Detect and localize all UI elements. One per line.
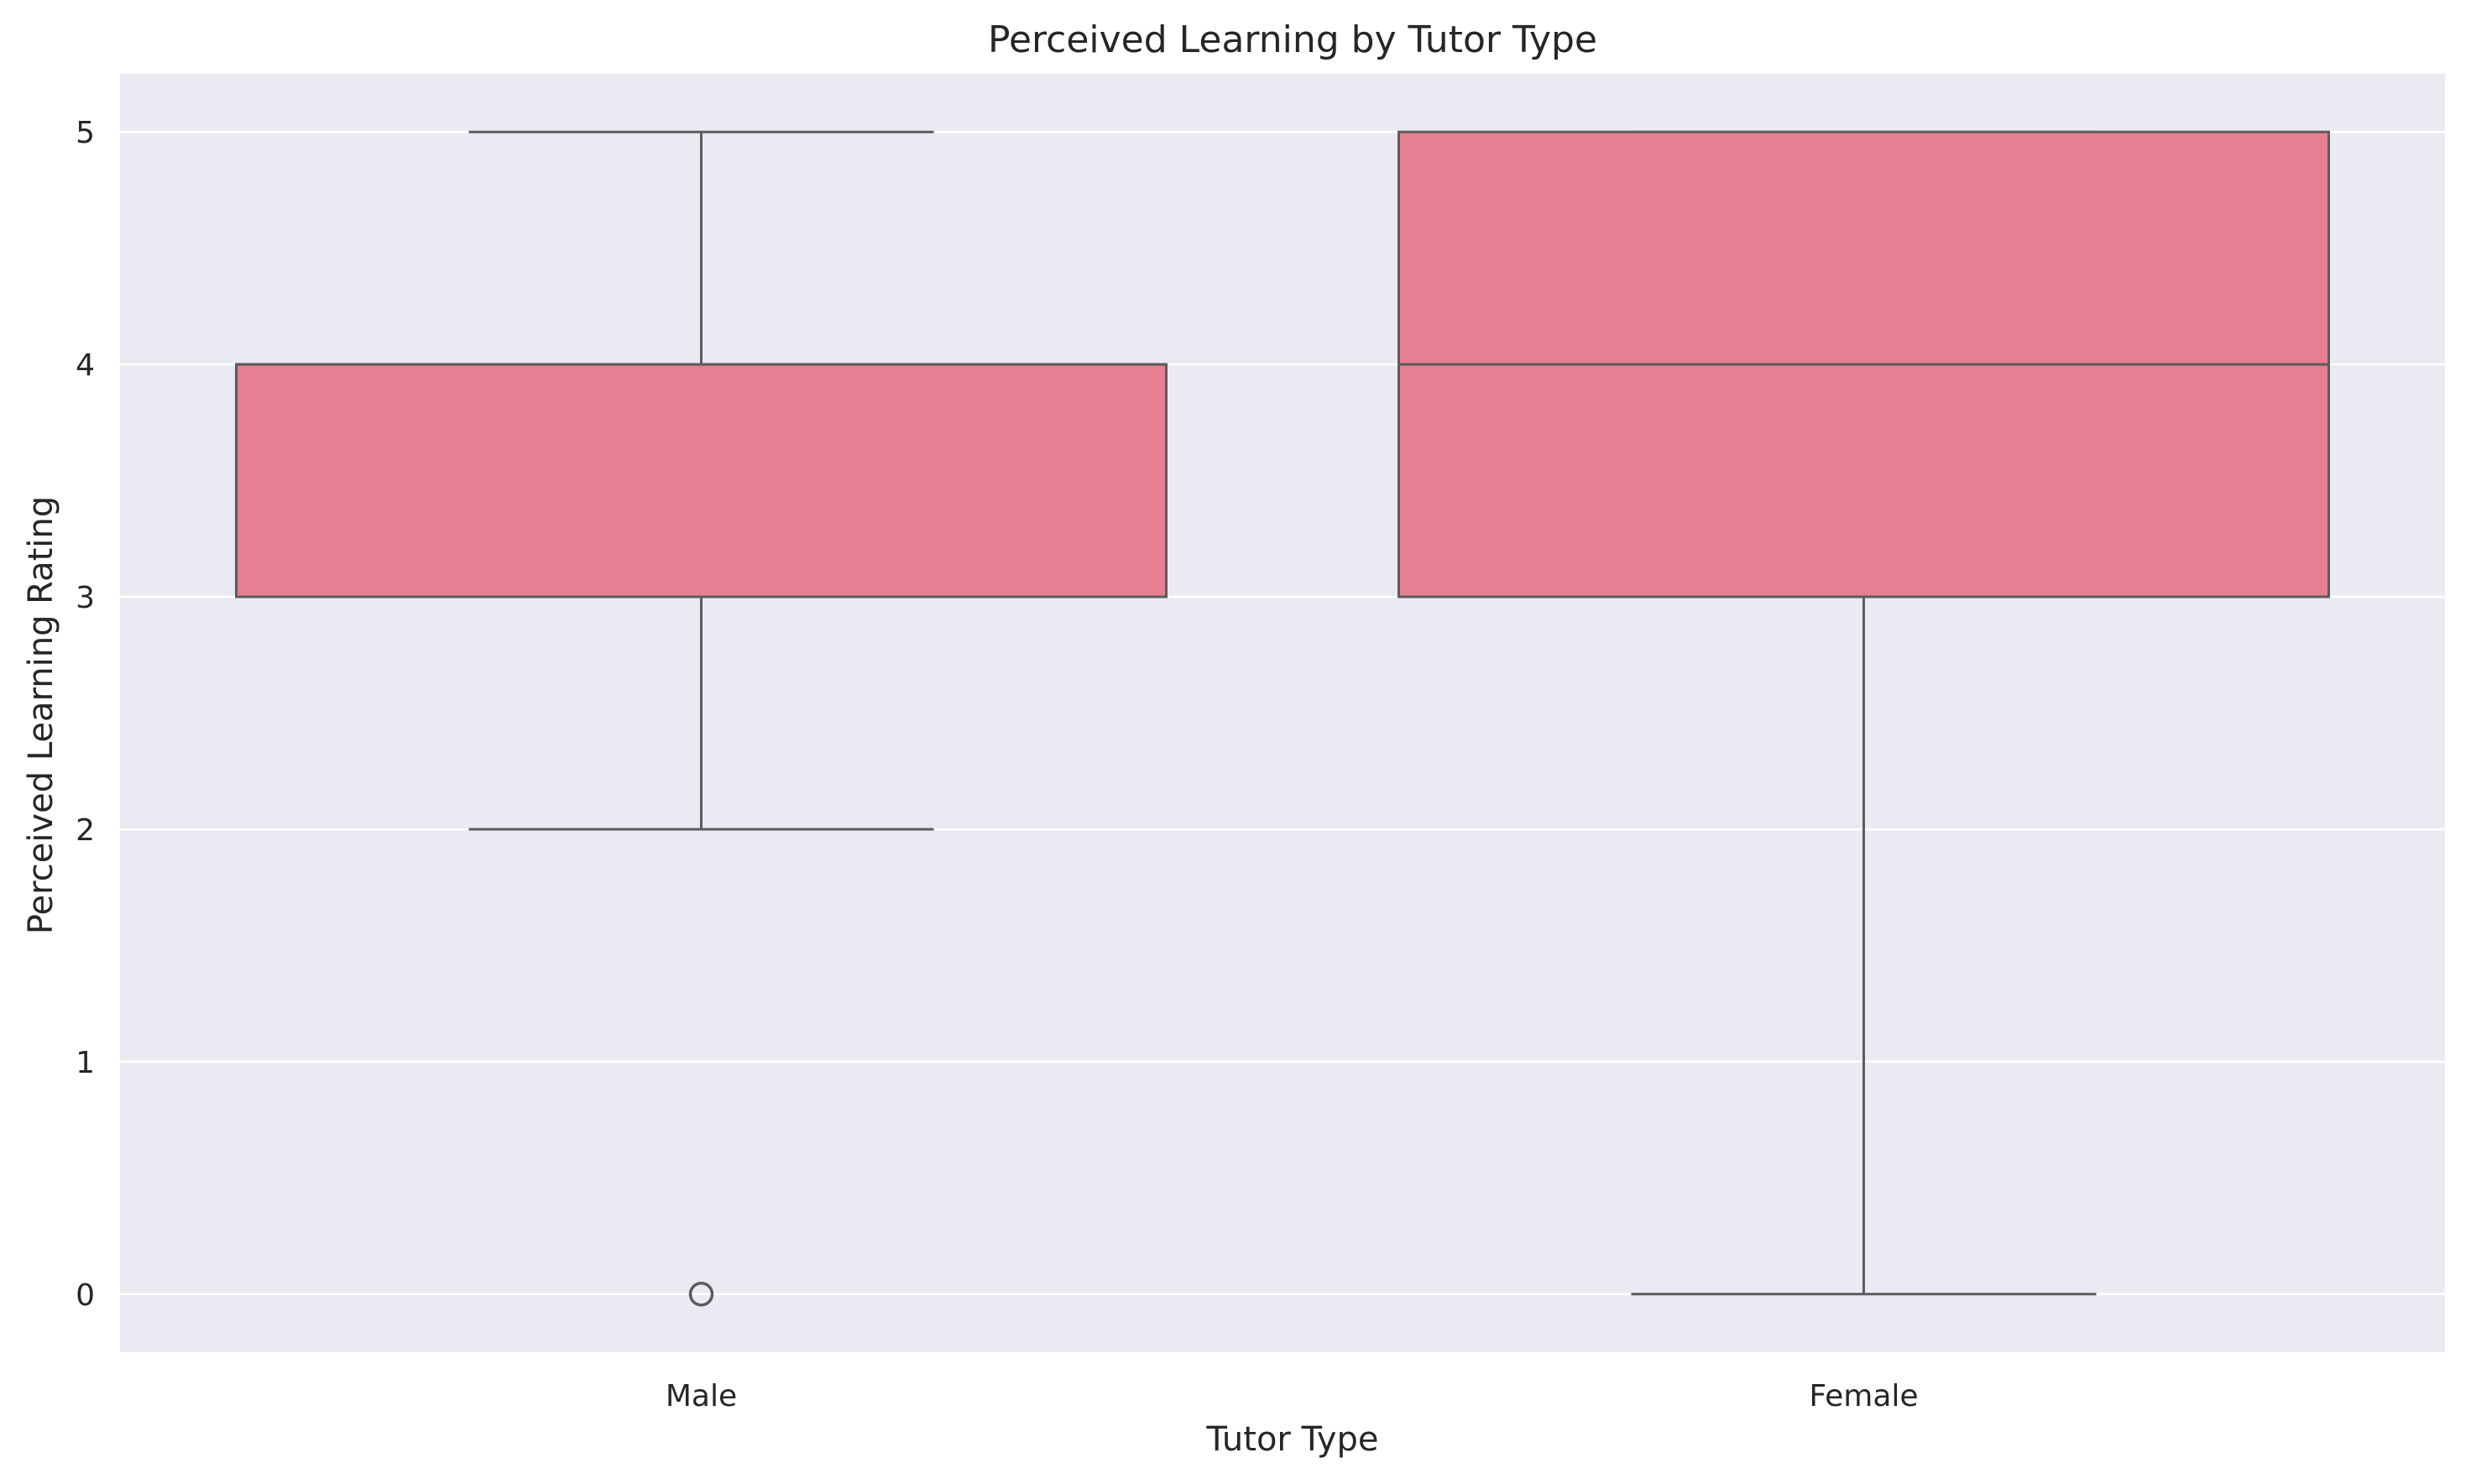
y-tick-label: 1 (76, 1046, 95, 1080)
y-tick-label: 2 (76, 813, 95, 848)
iqr-box-male (235, 363, 1168, 598)
y-tick-labels: 0 1 2 3 4 5 (76, 116, 95, 1313)
outlier-point-male (688, 1282, 714, 1307)
y-tick-label: 0 (76, 1278, 95, 1313)
y-tick-label: 3 (76, 581, 95, 615)
x-tick-labels: Male Female (666, 1379, 1919, 1413)
x-tick-label-male: Male (666, 1379, 737, 1413)
box-group-female (1398, 130, 2330, 1296)
box-group-male (235, 130, 1168, 1307)
box-elements (235, 130, 2330, 1307)
y-tick-label: 4 (76, 348, 95, 383)
chart-title: Perceived Learning by Tutor Type (988, 18, 1597, 61)
y-tick-label: 5 (76, 116, 95, 150)
x-axis-label: Tutor Type (1206, 1420, 1379, 1459)
x-tick-label-female: Female (1809, 1379, 1918, 1413)
y-axis-label: Perceived Learning Rating (22, 496, 60, 934)
